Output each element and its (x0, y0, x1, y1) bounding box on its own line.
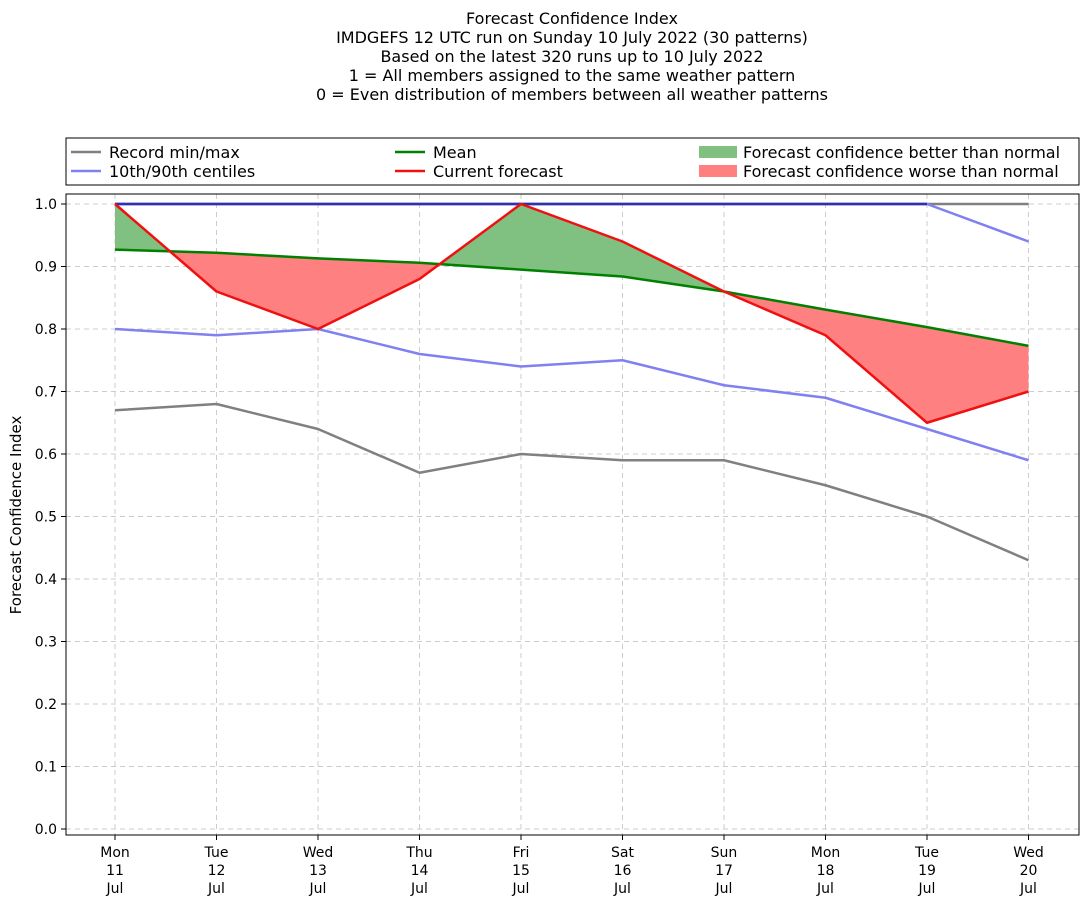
x-tick-label: 17 (715, 863, 733, 879)
title-line: 0 = Even distribution of members between… (316, 85, 828, 104)
x-tick-label: Tue (204, 845, 229, 861)
x-tick-label: Mon (100, 845, 130, 861)
legend-record-label: Record min/max (109, 143, 240, 162)
x-tick-label: Fri (513, 845, 530, 861)
fill-worse-segment (216, 252, 318, 329)
y-tick-label: 0.9 (35, 260, 57, 276)
y-tick-label: 0.5 (35, 510, 57, 526)
x-tick-label: Jul (309, 881, 327, 897)
mean-line (114, 248, 1029, 348)
y-tick-label: 0.6 (35, 447, 57, 463)
legend-better-label: Forecast confidence better than normal (743, 143, 1060, 162)
x-tick-label: 14 (411, 863, 429, 879)
legend-centiles-label: 10th/90th centiles (109, 162, 255, 181)
y-tick-label: 0.8 (35, 322, 57, 338)
legend: Record min/max 10th/90th centiles Mean C… (65, 137, 1080, 186)
y-tick-label: 0.4 (35, 572, 57, 588)
current-forecast-line (114, 202, 1029, 424)
y-tick-label: 0.0 (35, 822, 57, 838)
y-tick-label: 0.2 (35, 697, 57, 713)
x-tick-label: Wed (303, 845, 334, 861)
y-tick-label: 0.1 (35, 760, 57, 776)
x-tick-label: Tue (914, 845, 939, 861)
fill-worse-segment (825, 309, 927, 423)
fill-better-segment (521, 204, 623, 277)
x-tick-label: Thu (405, 845, 432, 861)
y-axis: 0.0 0.1 0.2 0.3 0.4 0.5 0.6 0.7 0.8 0.9 1.0 (35, 197, 66, 838)
x-tick-label: 16 (614, 863, 632, 879)
y-axis-label: Forecast Confidence Index (7, 416, 25, 615)
record-min-line (114, 402, 1029, 562)
legend-better-swatch (699, 146, 737, 158)
x-axis: Mon 11 Jul Tue 12 Jul Wed 13 Jul Thu 14 Jul Fri 15 Jul… (100, 835, 1044, 897)
x-tick-label: Mon (811, 845, 841, 861)
x-tick-label: 15 (512, 863, 530, 879)
x-tick-label: 20 (1020, 863, 1038, 879)
legend-worse-swatch (699, 165, 737, 177)
x-tick-label: 12 (208, 863, 226, 879)
plot-frame (65, 193, 1080, 836)
y-tick-label: 0.7 (35, 385, 57, 401)
x-tick-label: 11 (106, 863, 124, 879)
legend-current-label: Current forecast (433, 162, 563, 181)
x-tick-label: 13 (309, 863, 327, 879)
series-lines (114, 202, 1029, 562)
x-tick-label: Sat (611, 845, 634, 861)
title-line: IMDGEFS 12 UTC run on Sunday 10 July 202… (336, 28, 808, 47)
legend-worse-label: Forecast confidence worse than normal (743, 162, 1059, 181)
confidence-fill (115, 204, 1029, 423)
x-tick-label: Jul (410, 881, 428, 897)
x-tick-label: Sun (711, 845, 738, 861)
x-tick-label: Jul (106, 881, 124, 897)
x-tick-label: Jul (715, 881, 733, 897)
fill-worse-segment (318, 258, 420, 329)
x-tick-label: Wed (1013, 845, 1044, 861)
x-tick-label: 18 (817, 863, 835, 879)
p10-line (114, 327, 1029, 462)
x-tick-label: Jul (816, 881, 834, 897)
y-tick-label: 1.0 (35, 197, 57, 213)
x-tick-label: Jul (613, 881, 631, 897)
y-tick-label: 0.3 (35, 635, 57, 651)
x-tick-label: Jul (207, 881, 225, 897)
x-tick-label: Jul (1019, 881, 1037, 897)
x-tick-label: Jul (918, 881, 936, 897)
title-line: Forecast Confidence Index (466, 9, 678, 28)
title-line: Based on the latest 320 runs up to 10 Ju… (380, 47, 763, 66)
title-line: 1 = All members assigned to the same wea… (349, 66, 796, 85)
grid (66, 194, 1079, 835)
x-tick-label: 19 (918, 863, 936, 879)
x-tick-label: Jul (512, 881, 530, 897)
legend-frame (65, 137, 1080, 186)
legend-mean-label: Mean (433, 143, 477, 162)
